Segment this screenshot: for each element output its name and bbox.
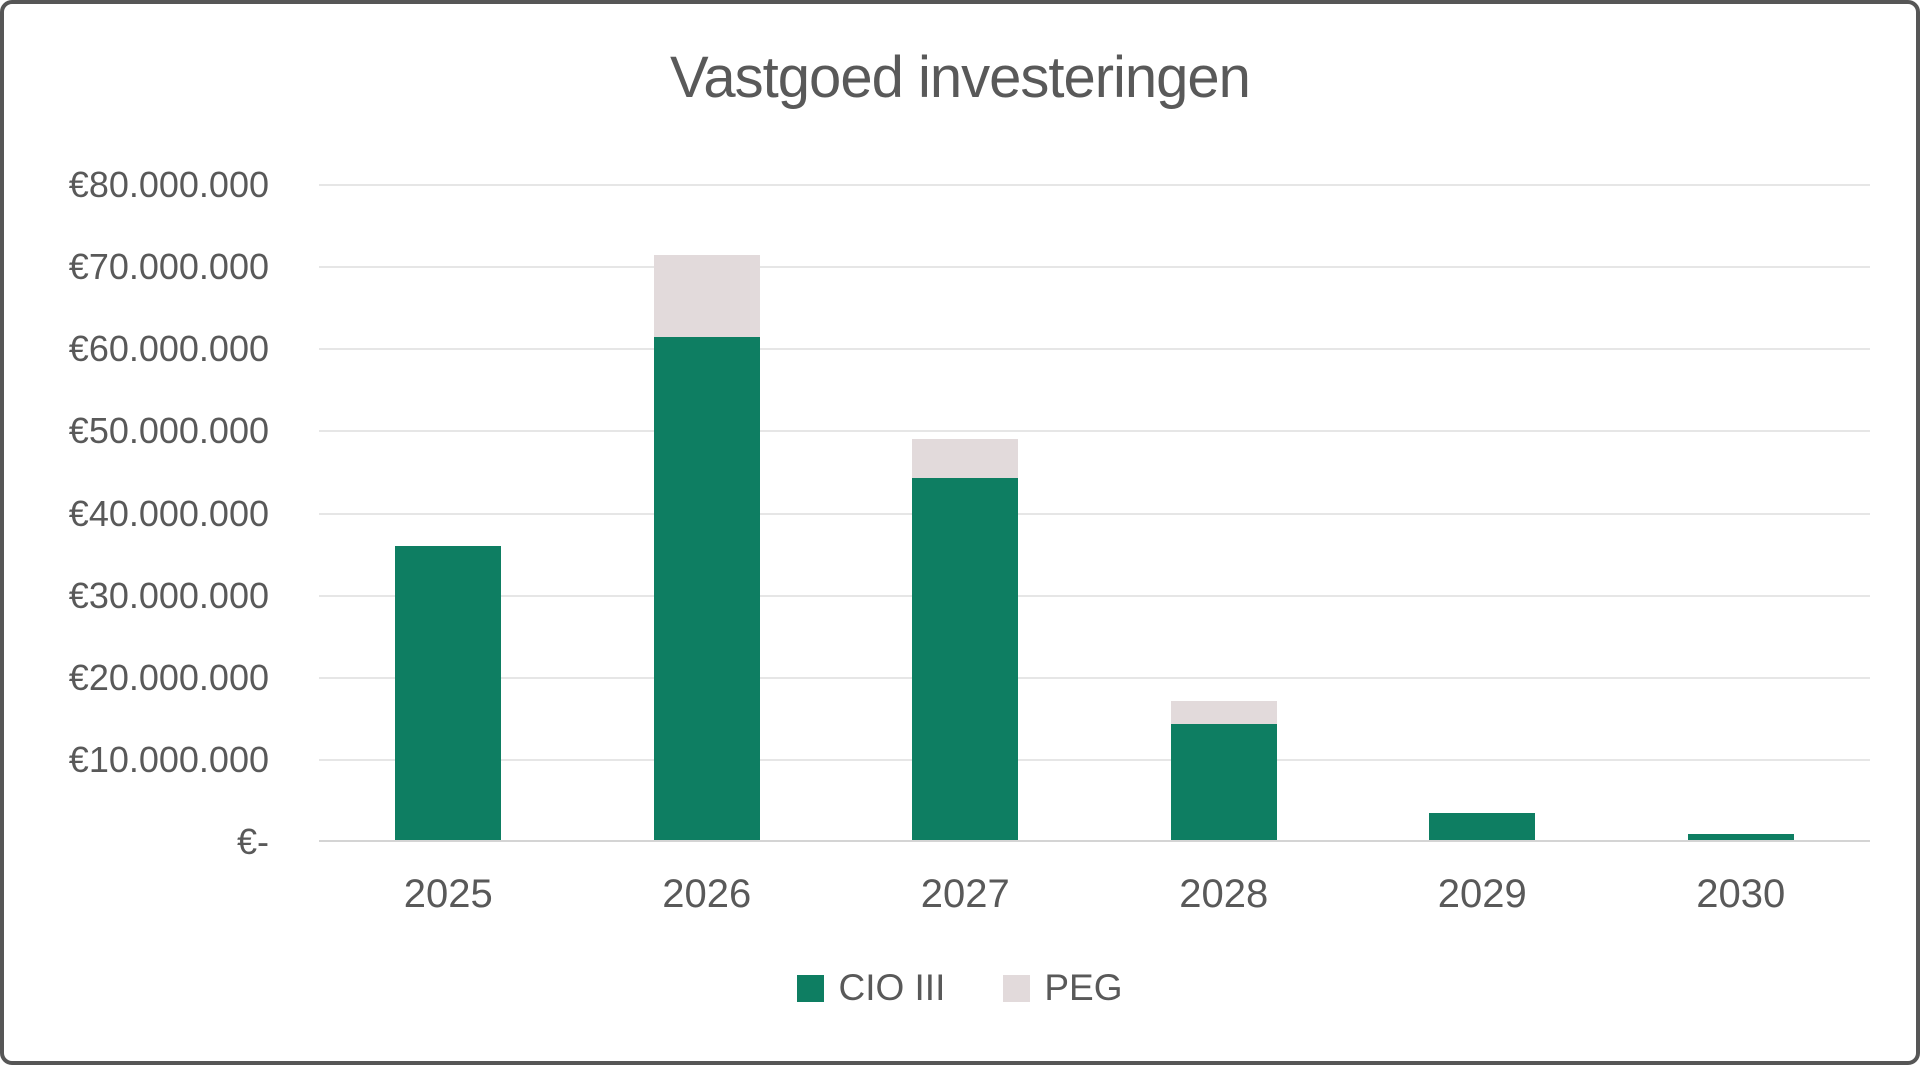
- y-axis-tick-label-6: €60.000.000: [68, 328, 269, 370]
- legend-swatch-cio-iii-icon: [797, 974, 825, 1002]
- gridline-10000000: [319, 758, 1870, 761]
- bar-2026-cio-iii: [654, 336, 760, 842]
- bar-2030-cio-iii: [1688, 833, 1794, 842]
- legend-item-cio-iii: CIO III: [797, 967, 945, 1009]
- y-axis-tick-label-3: €30.000.000: [68, 574, 269, 616]
- x-axis-label-2028: 2028: [1179, 872, 1269, 916]
- gridline-30000000: [319, 594, 1870, 597]
- gridline-20000000: [319, 676, 1870, 679]
- y-axis-tick-label-1: €10.000.000: [68, 738, 269, 780]
- bar-2027-peg: [912, 438, 1018, 479]
- x-axis-line: [319, 840, 1870, 842]
- x-axis-label-2026: 2026: [662, 872, 752, 916]
- plot-area: [319, 184, 1870, 842]
- bar-2028-peg: [1171, 700, 1277, 724]
- gridline-60000000: [319, 348, 1870, 351]
- y-axis-tick-label-2: €20.000.000: [68, 656, 269, 698]
- legend: CIO III PEG: [4, 967, 1916, 1009]
- gridline-40000000: [319, 512, 1870, 515]
- legend-swatch-peg-icon: [1003, 974, 1031, 1002]
- gridline-80000000: [319, 184, 1870, 186]
- y-axis-tick-label-7: €70.000.000: [68, 246, 269, 288]
- gridline-70000000: [319, 266, 1870, 269]
- bar-2028-cio-iii: [1171, 723, 1277, 842]
- x-axis-label-2030: 2030: [1696, 872, 1786, 916]
- x-axis-label-2025: 2025: [403, 872, 493, 916]
- y-axis-tick-label-8: €80.000.000: [68, 164, 269, 205]
- y-axis-tick-label-4: €40.000.000: [68, 492, 269, 534]
- legend-label-peg: PEG: [1044, 967, 1123, 1008]
- y-axis-tick-label-5: €50.000.000: [68, 410, 269, 452]
- bar-2025-cio-iii: [395, 546, 501, 842]
- bar-2029-cio-iii: [1429, 813, 1535, 842]
- legend-label-cio-iii: CIO III: [838, 967, 946, 1008]
- x-axis-label-2027: 2027: [920, 872, 1010, 916]
- gridline-50000000: [319, 430, 1870, 433]
- y-axis-tick-label-0: €-: [236, 821, 269, 862]
- bar-2026-peg: [654, 254, 760, 337]
- legend-item-peg: PEG: [1003, 967, 1123, 1009]
- x-axis-label-2029: 2029: [1437, 872, 1527, 916]
- bar-2027-cio-iii: [912, 478, 1018, 842]
- chart-title: Vastgoed investeringen: [670, 45, 1251, 110]
